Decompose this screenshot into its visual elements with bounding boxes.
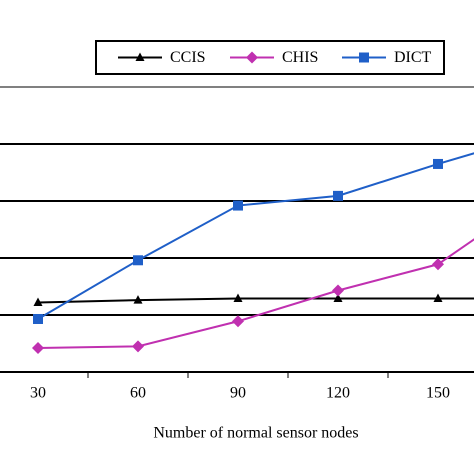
series-line: [37, 297, 474, 304]
x-tick-label: 60: [130, 385, 146, 402]
point: [132, 340, 144, 353]
point: [333, 293, 343, 302]
point: [333, 190, 343, 201]
legend-marker: [135, 52, 145, 61]
series-line: [37, 238, 474, 350]
point: [332, 284, 344, 297]
x-tick-label: 150: [426, 385, 450, 402]
point: [433, 293, 443, 302]
legend-marker: [246, 51, 258, 64]
legend-label: DICT: [394, 49, 432, 66]
x-tick-label: 30: [30, 385, 46, 402]
legend-label: CCIS: [170, 49, 206, 66]
legend-label: CHIS: [282, 49, 318, 66]
x-tick-label: 120: [326, 385, 350, 402]
point: [433, 158, 443, 169]
x-axis-title: Number of normal sensor nodes: [153, 425, 358, 442]
x-tick-label: 90: [230, 385, 246, 402]
series-line: [37, 152, 474, 320]
legend-marker: [359, 52, 369, 63]
point: [233, 293, 243, 302]
point: [133, 255, 143, 266]
point: [32, 342, 44, 355]
point: [233, 200, 243, 211]
point: [33, 297, 43, 306]
point: [232, 315, 244, 328]
point: [33, 313, 43, 324]
point: [133, 295, 143, 304]
point: [432, 258, 444, 271]
